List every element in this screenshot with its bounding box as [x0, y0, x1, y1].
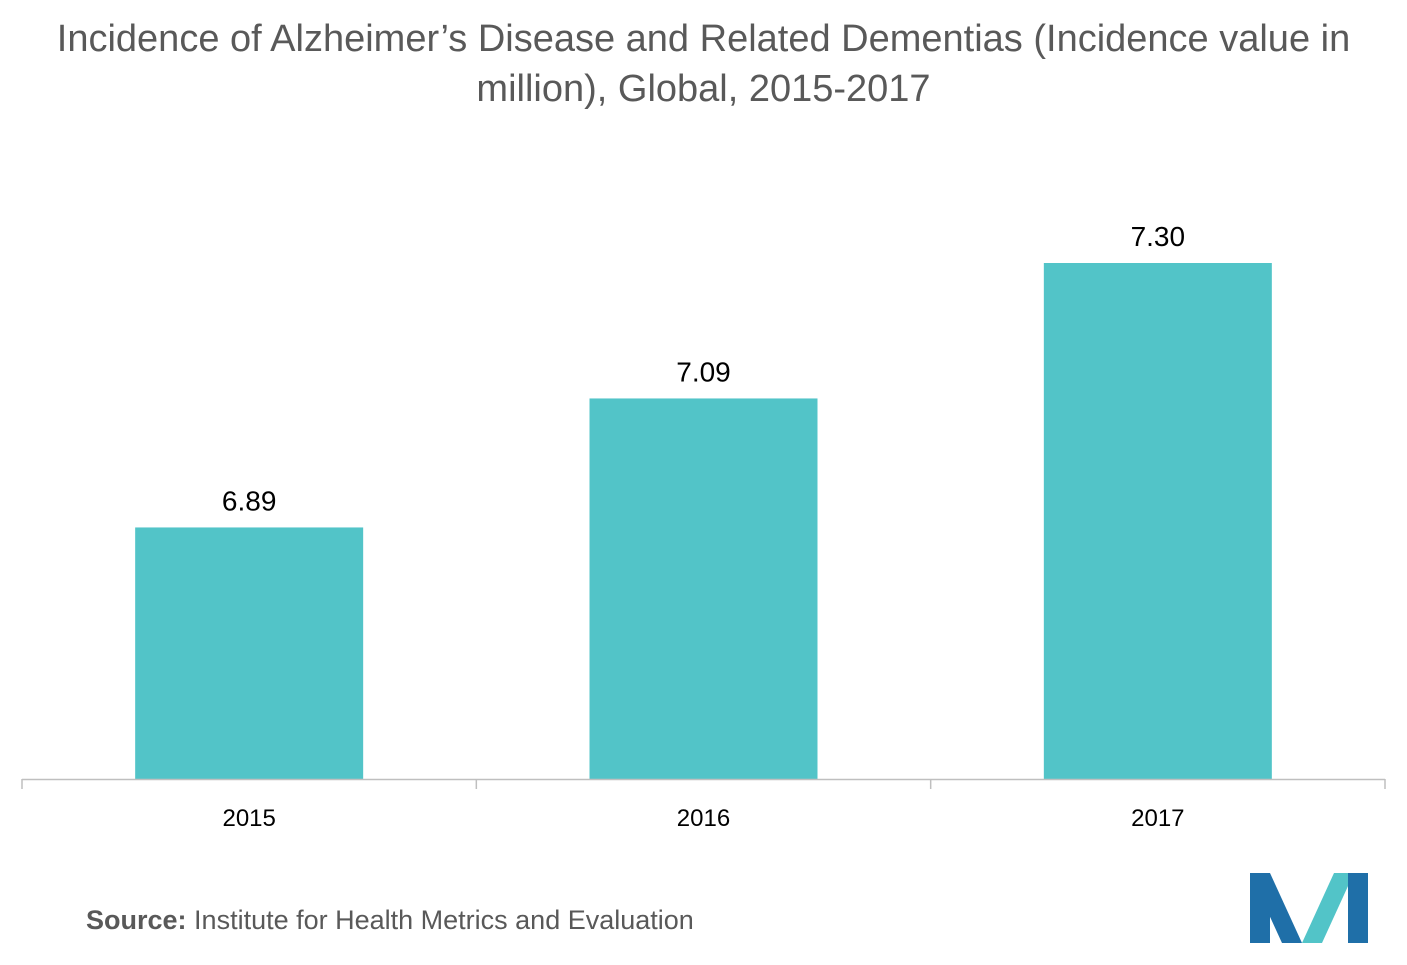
bar-2016: [589, 398, 818, 779]
company-logo-icon: [1250, 873, 1368, 943]
source-note: Source: Institute for Health Metrics and…: [86, 905, 694, 936]
x-tick-label-2017: 2017: [1131, 805, 1184, 832]
source-text: Institute for Health Metrics and Evaluat…: [194, 905, 694, 935]
bar-2015: [135, 527, 364, 779]
chart-title: Incidence of Alzheimer’s Disease and Rel…: [56, 18, 1351, 110]
data-label-2017: 7.30: [1131, 221, 1186, 252]
source-label: Source:: [86, 905, 187, 935]
logo-middle-stroke: [1302, 873, 1354, 943]
data-label-2015: 6.89: [222, 485, 277, 516]
logo-right-leg: [1348, 873, 1368, 943]
logo-left-leg: [1250, 873, 1270, 943]
x-tick-label-2015: 2015: [222, 805, 275, 832]
x-tick-label-2016: 2016: [677, 805, 730, 832]
data-label-2016: 7.09: [676, 356, 731, 387]
bar-2017: [1043, 263, 1272, 779]
